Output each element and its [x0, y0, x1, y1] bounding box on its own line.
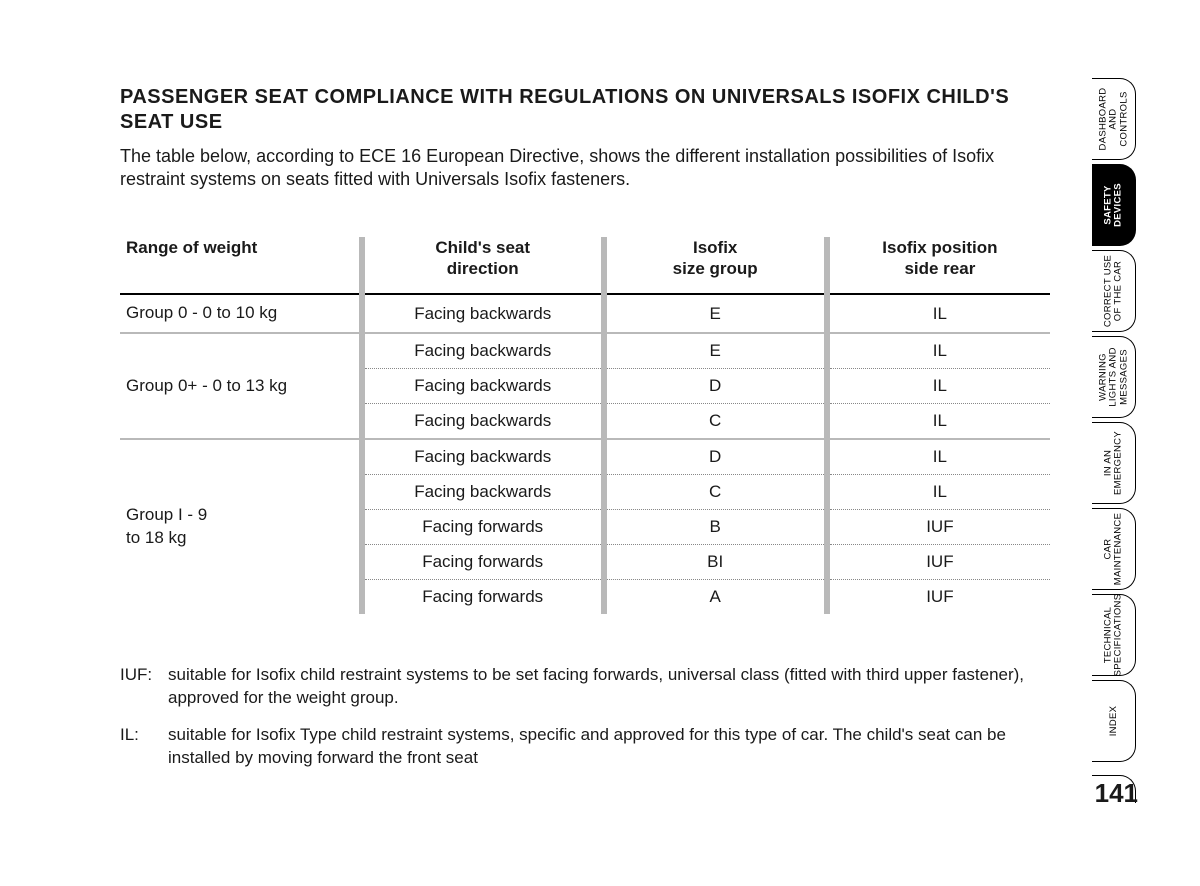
legend-row: IL:suitable for Isofix Type child restra… [120, 724, 1050, 770]
legend-row: IUF:suitable for Isofix child restraint … [120, 664, 1050, 710]
table-cell: Facing backwards [362, 333, 604, 369]
table-cell: B [604, 510, 827, 545]
table-header-row: Range of weight Child's seatdirection Is… [120, 237, 1050, 295]
table-row: Group 0+ - 0 to 13 kgFacing backwardsEIL [120, 333, 1050, 369]
side-tab[interactable]: SAFETYDEVICES [1092, 164, 1136, 246]
legend: IUF:suitable for Isofix child restraint … [120, 664, 1050, 770]
table-cell: IUF [827, 510, 1050, 545]
side-tab[interactable]: CARMAINTENANCE [1092, 508, 1136, 590]
group-label: Group 0 - 0 to 10 kg [120, 294, 362, 333]
table-body: Group 0 - 0 to 10 kgFacing backwardsEILG… [120, 294, 1050, 614]
table-cell: Facing forwards [362, 545, 604, 580]
intro-paragraph: The table below, according to ECE 16 Eur… [120, 145, 1050, 192]
table-cell: IL [827, 294, 1050, 333]
table-cell: D [604, 369, 827, 404]
side-tab[interactable]: DASHBOARDANDCONTROLS [1092, 78, 1136, 160]
col-header-weight: Range of weight [120, 237, 362, 295]
table-cell: E [604, 333, 827, 369]
table-cell: Facing backwards [362, 475, 604, 510]
table-cell: IL [827, 475, 1050, 510]
table-row: Group 0 - 0 to 10 kgFacing backwardsEIL [120, 294, 1050, 333]
page-heading: PASSENGER SEAT COMPLIANCE WITH REGULATIO… [120, 85, 1050, 135]
side-tab-label: TECHNICALSPECIFICATIONS [1103, 594, 1124, 677]
table-cell: IL [827, 404, 1050, 440]
table-row: Group I - 9to 18 kgFacing backwardsDIL [120, 439, 1050, 475]
table-cell: Facing backwards [362, 369, 604, 404]
group-label: Group 0+ - 0 to 13 kg [120, 333, 362, 439]
col-header-position: Isofix positionside rear [827, 237, 1050, 295]
side-tab-label: DASHBOARDANDCONTROLS [1098, 88, 1129, 151]
side-tab[interactable]: IN ANEMERGENCY [1092, 422, 1136, 504]
side-tab-label: SAFETYDEVICES [1103, 183, 1124, 227]
table-cell: Facing backwards [362, 294, 604, 333]
table-cell: E [604, 294, 827, 333]
group-label: Group I - 9to 18 kg [120, 439, 362, 614]
table-cell: IL [827, 369, 1050, 404]
table-cell: Facing backwards [362, 404, 604, 440]
table-cell: A [604, 580, 827, 615]
col-header-direction: Child's seatdirection [362, 237, 604, 295]
table-cell: Facing forwards [362, 510, 604, 545]
page-content: PASSENGER SEAT COMPLIANCE WITH REGULATIO… [120, 85, 1050, 784]
side-tab[interactable]: TECHNICALSPECIFICATIONS [1092, 594, 1136, 676]
side-tab-label: CARMAINTENANCE [1103, 513, 1124, 585]
table-cell: C [604, 475, 827, 510]
side-tab-label: IN ANEMERGENCY [1103, 431, 1124, 495]
side-tabs: DASHBOARDANDCONTROLS SAFETYDEVICES CORRECT… [1092, 78, 1136, 766]
table-cell: D [604, 439, 827, 475]
table-cell: IUF [827, 545, 1050, 580]
legend-key: IUF: [120, 664, 168, 710]
legend-text: suitable for Isofix Type child restraint… [168, 724, 1050, 770]
legend-text: suitable for Isofix child restraint syst… [168, 664, 1050, 710]
table-cell: C [604, 404, 827, 440]
side-tab-label: WARNINGLIGHTS ANDMESSAGES [1098, 347, 1129, 407]
side-tab[interactable]: CORRECT USEOF THE CAR [1092, 250, 1136, 332]
table-cell: IUF [827, 580, 1050, 615]
page-number: 141 [1095, 778, 1138, 809]
side-tab[interactable]: WARNINGLIGHTS ANDMESSAGES [1092, 336, 1136, 418]
table-cell: Facing forwards [362, 580, 604, 615]
side-tab-label: INDEX [1108, 706, 1118, 737]
table-cell: Facing backwards [362, 439, 604, 475]
table-cell: BI [604, 545, 827, 580]
table-cell: IL [827, 333, 1050, 369]
side-tab[interactable]: INDEX [1092, 680, 1136, 762]
col-header-size: Isofixsize group [604, 237, 827, 295]
table-cell: IL [827, 439, 1050, 475]
isofix-table: Range of weight Child's seatdirection Is… [120, 237, 1050, 614]
legend-key: IL: [120, 724, 168, 770]
side-tab-label: CORRECT USEOF THE CAR [1103, 255, 1124, 327]
